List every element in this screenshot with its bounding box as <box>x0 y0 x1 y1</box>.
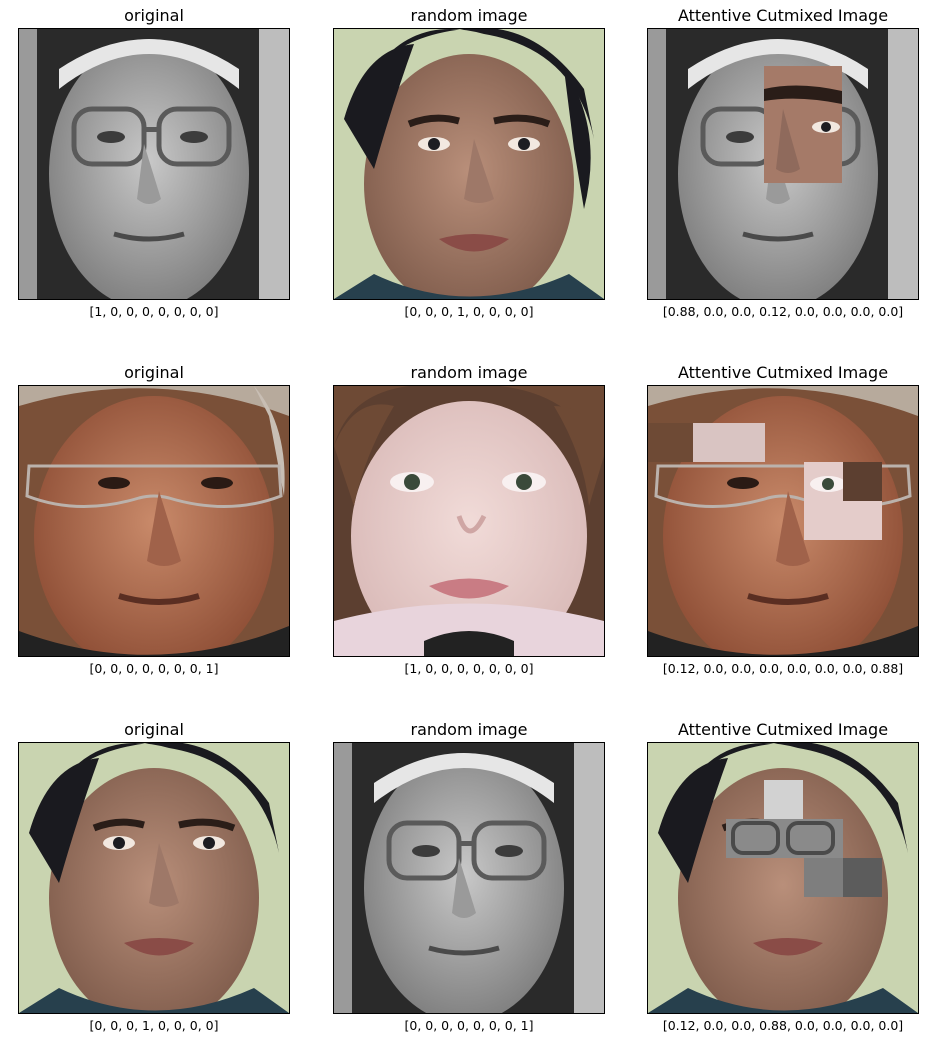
cutmix-patch <box>648 423 882 540</box>
face-image-young-man-color <box>333 28 605 300</box>
panel-title: Attentive Cutmixed Image <box>677 720 889 739</box>
face-image-cutmix <box>647 28 919 300</box>
panel-title: original <box>124 6 184 25</box>
face-image-child-color <box>333 385 605 657</box>
face-image-older-man-color <box>18 385 290 657</box>
label-vector: [0, 0, 0, 0, 0, 0, 0, 1] <box>404 1018 534 1033</box>
panel-title: original <box>124 720 184 739</box>
label-vector: [1, 0, 0, 0, 0, 0, 0, 0] <box>404 661 534 676</box>
panel-title: original <box>124 363 184 382</box>
label-vector: [0.12, 0.0, 0.0, 0.88, 0.0, 0.0, 0.0, 0.… <box>662 1018 904 1033</box>
panel-title: Attentive Cutmixed Image <box>677 6 889 25</box>
label-vector: [0.12, 0.0, 0.0, 0.0, 0.0, 0.0, 0.0, 0.8… <box>662 661 904 676</box>
panel-title: random image <box>410 363 528 382</box>
face-image-cutmix <box>647 385 919 657</box>
cutmix-patch <box>764 66 842 183</box>
panel-title: random image <box>410 6 528 25</box>
panel-title: random image <box>410 720 528 739</box>
face-image-cutmix <box>647 742 919 1014</box>
label-vector: [0, 0, 0, 0, 0, 0, 0, 1] <box>89 661 219 676</box>
label-vector: [0, 0, 0, 1, 0, 0, 0, 0] <box>404 304 534 319</box>
face-image-old-man-grayscale <box>18 28 290 300</box>
label-vector: [1, 0, 0, 0, 0, 0, 0, 0] <box>89 304 219 319</box>
cutmix-patch <box>726 780 882 897</box>
panel-title: Attentive Cutmixed Image <box>677 363 889 382</box>
face-image-old-man-grayscale <box>333 742 605 1014</box>
face-image-young-man-color <box>18 742 290 1014</box>
label-vector: [0.88, 0.0, 0.0, 0.12, 0.0, 0.0, 0.0, 0.… <box>662 304 904 319</box>
label-vector: [0, 0, 0, 1, 0, 0, 0, 0] <box>89 1018 219 1033</box>
